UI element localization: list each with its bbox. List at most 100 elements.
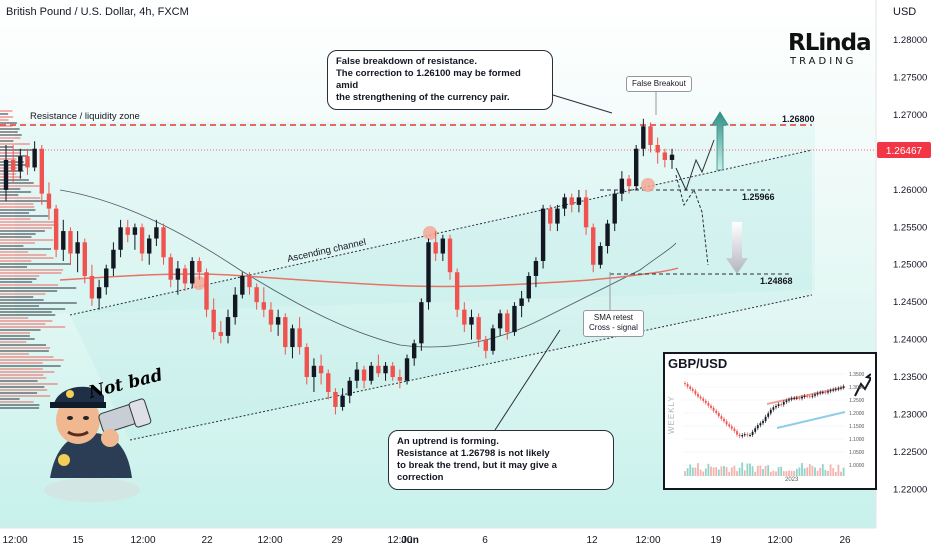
inset-candle-body [788,399,790,401]
volume-profile-bar [0,137,21,139]
inset-volume-bar [795,468,798,476]
inset-candle-body [712,407,715,411]
inset-volume-bar [777,467,780,476]
inset-candle-body [702,398,705,401]
inset-candles-series [684,381,845,439]
time-tick-label: 15 [72,535,84,546]
candle-body [354,369,360,381]
volume-profile-bar [0,275,40,277]
inset-volume-bar [749,463,751,476]
candle-body [397,377,403,381]
time-tick-label: 12:00 [767,535,792,546]
candle-body [469,317,474,325]
price-tick-label: 1.24500 [893,297,927,308]
candle-body [111,249,116,269]
volume-profile-bar [0,284,59,286]
candle-body [61,231,66,250]
inset-volume-bar [751,466,754,476]
volume-profile-bar [0,350,49,352]
price-tick-label: 1.27000 [893,110,927,121]
inset-price-label: 1.3500 [849,372,865,378]
inset-volume-bar [704,468,707,476]
inset-candle-body [725,421,728,425]
time-tick-label: 19 [710,535,722,546]
inset-candle-body [798,397,801,399]
volume-profile-bar [0,359,64,361]
inset-blue-trendline [776,411,846,429]
candle-body [75,242,80,254]
inset-candle-body [801,396,803,399]
inset-candle-body [832,389,835,391]
inset-volume-bar [702,471,705,476]
inset-arrow-icon [854,373,871,397]
volume-profile-bar [0,236,32,238]
inset-candle-body [837,388,840,390]
inset-volume-bar [790,470,793,476]
candle-body [218,332,224,336]
inset-candle-body [738,434,741,437]
candle-body [182,268,188,284]
inset-volume-bar [728,471,731,476]
volume-profile-bar [0,302,77,304]
time-tick-label: 22 [201,535,213,546]
candle-body [505,313,510,333]
volume-profile-bar [0,140,14,142]
volume-profile-bar [0,203,34,205]
inset-volume-bar [691,467,694,476]
inset-price-plot: 1.3500 1.3000 1.2500 1.2000 1.1500 1.1000 1.05… [683,372,871,476]
inset-volume-bar [697,463,699,476]
candle-body [175,268,181,280]
candle-body [297,328,302,348]
candle-body [548,208,553,224]
candle-body [68,231,73,254]
candle-body [648,126,653,145]
candle-body [89,275,95,299]
cartoon-cop-illustration [44,386,152,502]
volume-profile-bar [0,200,51,202]
weekly-inset-chart: GBP/USD WEEKLY 1.3500 1.3000 1.2500 1.2000 1… [663,352,877,490]
time-tick-label: 12:00 [387,535,412,546]
price-tick-label: 1.24000 [893,335,927,346]
volume-profile-bar [0,122,17,124]
volume-profile-bar [0,299,44,301]
candle-body [376,365,381,374]
resistance-zone-band [15,122,815,315]
inset-candle-body [814,394,816,396]
price-tick-label: 1.23500 [893,372,927,383]
inset-volume-bar [780,466,783,476]
volume-profile-bar [0,308,66,310]
candle-body [569,197,574,205]
current-price-text: 1.26467 [886,146,923,157]
candle-body [512,305,517,333]
inset-candle-body [769,409,772,414]
inset-candle-body [689,386,692,389]
time-tick-label: 12:00 [257,535,282,546]
candle-body [254,287,259,303]
inset-candle-body [730,426,733,429]
candle-body [290,328,295,348]
price-tick-label: 1.28000 [893,35,927,46]
inset-candle-body [824,392,827,394]
volume-profile-bar [0,230,45,232]
inset-volume-bar [767,465,770,476]
volume-profile-bar [0,296,34,298]
volume-profile-bar [0,245,24,247]
volume-profile-bar [0,311,52,313]
inset-volume-bar [686,468,689,476]
inset-volume-bar [785,471,788,476]
inset-volume-bar [746,463,749,476]
inset-candle-body [741,435,744,437]
candle-body [340,395,345,407]
inset-volume-bar [759,465,762,476]
inset-volume-bar [819,467,822,476]
time-tick-label: 12 [586,535,598,546]
volume-profile-bar [0,194,19,196]
inset-candle-body [707,402,710,406]
inset-volume-bar [814,467,816,476]
volume-profile-bar [0,278,37,280]
candles-series [3,118,675,415]
volume-profile-bar [0,338,35,340]
inset-volume-bar [712,467,715,476]
candle-body [411,343,417,359]
